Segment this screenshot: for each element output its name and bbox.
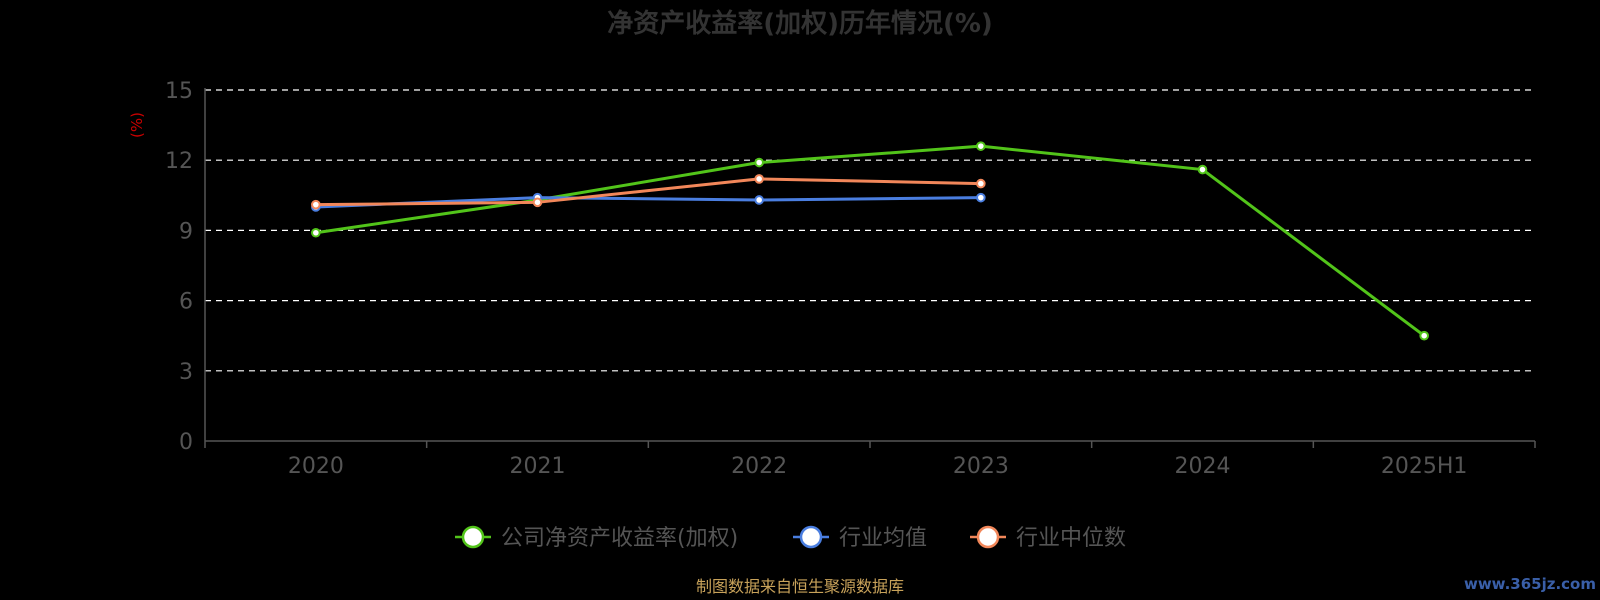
data-point: [754, 195, 764, 205]
legend-item-2: 行业中位数: [970, 525, 1126, 551]
y-tick-label: 9: [179, 219, 193, 244]
y-tick-label: 12: [165, 149, 193, 174]
legend-item-1: 行业均值: [793, 525, 927, 551]
data-point: [1419, 330, 1429, 341]
y-tick-label: 3: [179, 360, 193, 385]
x-tick-label: 2024: [1175, 454, 1231, 479]
series-0: [311, 141, 1429, 341]
series-line: [315, 144, 1426, 337]
legend-label: 行业均值: [839, 526, 927, 551]
series-line: [315, 177, 981, 207]
data-point: [976, 178, 986, 189]
legend-marker: [976, 525, 1000, 549]
data-point: [754, 174, 764, 184]
data-point: [754, 157, 764, 168]
watermark: www.365jz.com: [1464, 575, 1596, 593]
grid-lines: [205, 89, 1535, 372]
x-tick-label: 2020: [288, 454, 344, 479]
series-2: [311, 174, 986, 210]
y-axis-label: (%): [128, 112, 146, 138]
data-point: [976, 141, 986, 151]
axes: 0 3 6 9 12 15 2020 2021 2022 2023 2024 2025H1: [165, 79, 1536, 479]
y-tick-label: 0: [179, 430, 193, 455]
legend-marker: [461, 525, 485, 549]
data-point: [1197, 164, 1208, 175]
x-tick-label: 2023: [953, 454, 1009, 479]
data-point: [976, 192, 986, 203]
legend-label: 行业中位数: [1016, 526, 1126, 551]
chart-title: 净资产收益率(加权)历年情况(%): [607, 8, 993, 39]
x-tick-label: 2022: [731, 454, 787, 479]
data-point: [532, 197, 543, 208]
series-lines: [311, 141, 1429, 341]
data-point: [311, 227, 321, 238]
data-point: [311, 199, 321, 210]
x-tick-label: 2021: [510, 454, 566, 479]
x-tick-label: 2025H1: [1381, 454, 1468, 479]
legend-marker: [799, 525, 823, 549]
y-tick-label: 6: [179, 290, 193, 315]
legend-label: 公司净资产收益率(加权): [501, 526, 738, 551]
legend-item-0: 公司净资产收益率(加权): [455, 525, 738, 551]
data-source-note: 制图数据来自恒生聚源数据库: [696, 577, 904, 596]
legend: 公司净资产收益率(加权) 行业均值 行业中位数: [455, 525, 1126, 551]
y-tick-label: 15: [165, 79, 193, 104]
